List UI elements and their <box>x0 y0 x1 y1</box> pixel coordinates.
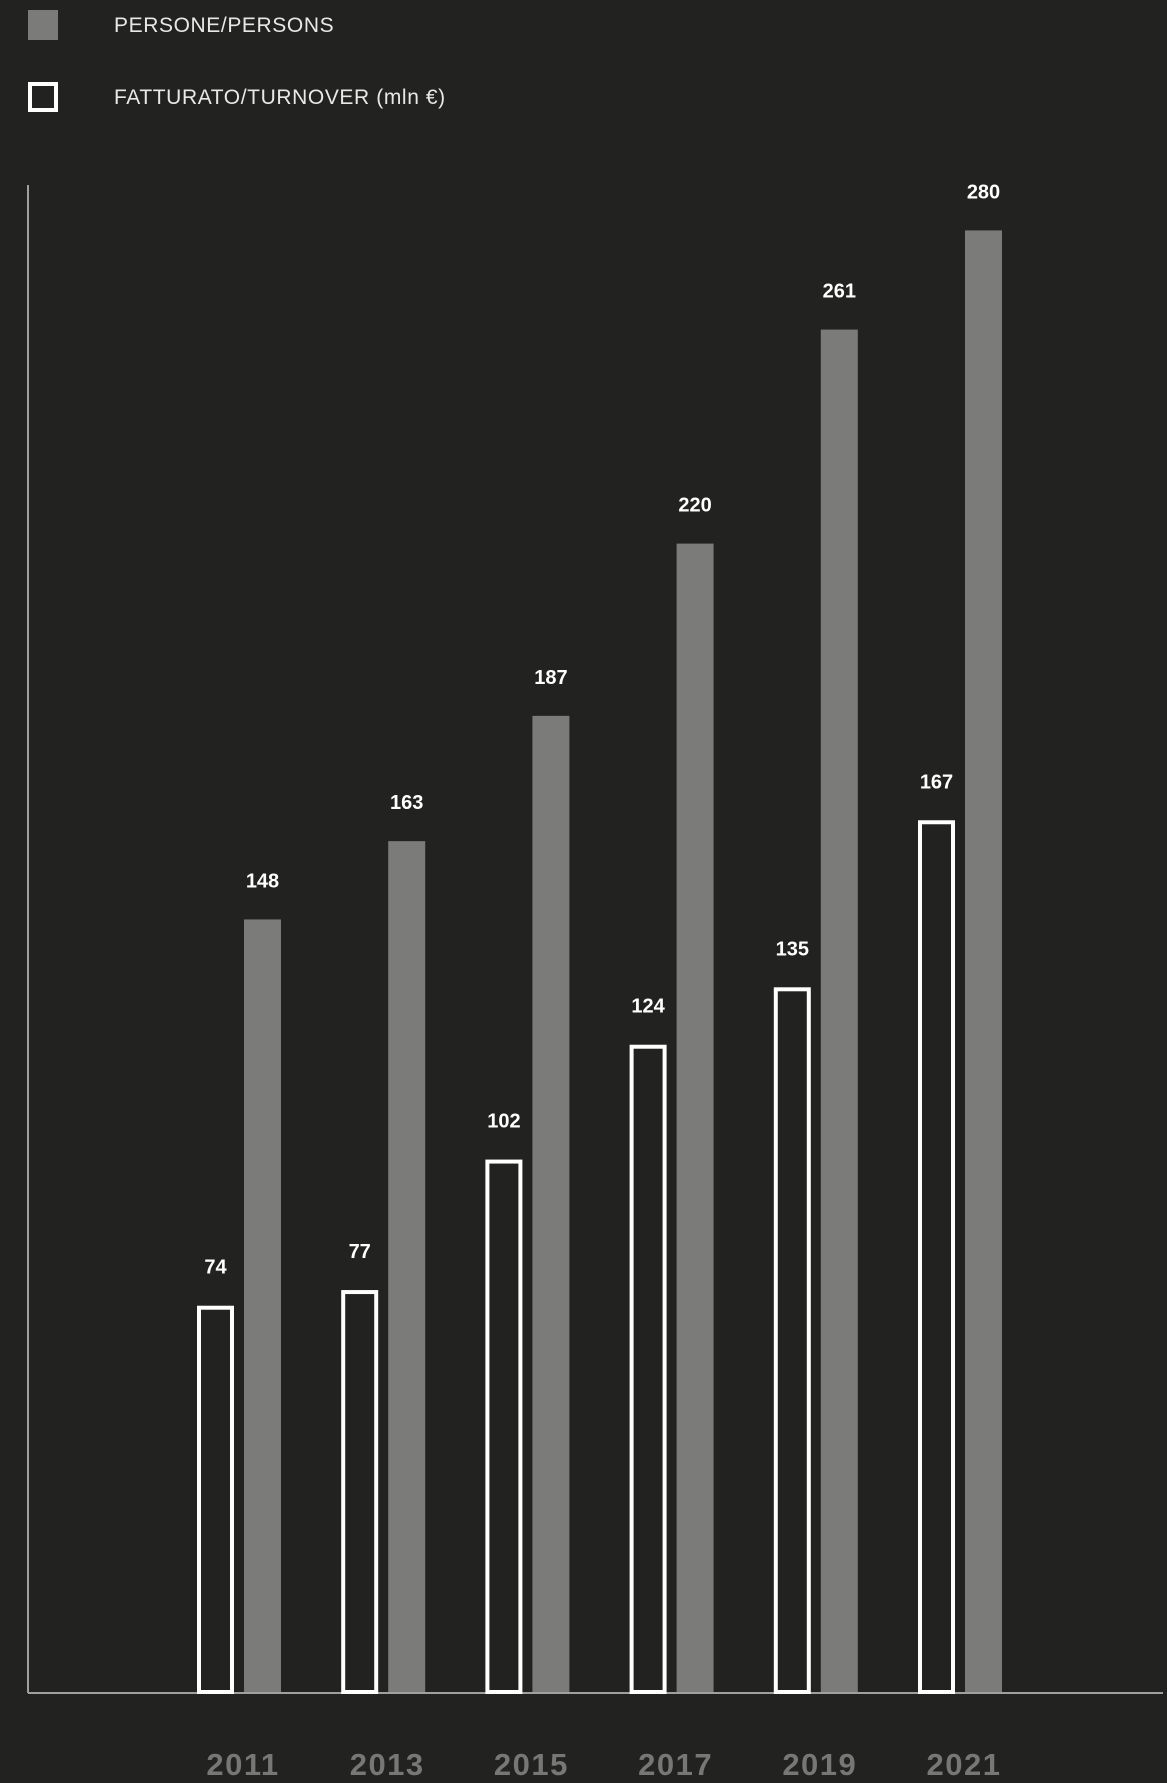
turnover-bar-2015 <box>485 1159 523 1695</box>
persons-bar-2013 <box>388 841 426 1692</box>
persons-value-label-2017: 220 <box>678 495 711 517</box>
x-tick-label-2013: 2013 <box>350 1747 425 1782</box>
turnover-value-label-2021: 167 <box>920 771 953 793</box>
persons-value-label-2015: 187 <box>534 667 567 689</box>
persons-value-label-2019: 261 <box>823 281 856 303</box>
persons-value-label-2021: 280 <box>967 181 1000 203</box>
x-tick-label-2011: 2011 <box>206 1747 279 1782</box>
legend: PERSONE/PERSONS FATTURATO/TURNOVER (mln … <box>0 0 700 130</box>
persons-bar-2017 <box>676 543 714 1692</box>
legend-label-persons: PERSONE/PERSONS <box>114 14 335 37</box>
turnover-value-label-2019: 135 <box>776 938 809 960</box>
x-tick-label-2017: 2017 <box>638 1747 713 1782</box>
persons-swatch-icon <box>28 10 58 40</box>
persons-bar-2015 <box>532 715 570 1692</box>
turnover-value-label-2013: 77 <box>349 1241 371 1263</box>
turnover-swatch-icon <box>28 82 58 112</box>
persons-bar-2019 <box>820 329 858 1693</box>
chart-bars <box>197 230 1002 1695</box>
turnover-bar-2011 <box>197 1305 234 1694</box>
turnover-bar-2013 <box>341 1290 379 1695</box>
persons-bar-2011 <box>244 919 281 1692</box>
x-tick-label-2015: 2015 <box>494 1747 569 1782</box>
turnover-bar-2021 <box>918 820 955 1694</box>
turnover-value-label-2017: 124 <box>631 996 665 1018</box>
persons-value-label-2011: 148 <box>246 870 279 892</box>
chart-labels: 74 148 2011 77 163 2013 102 187 2015 124 220 2017 13… <box>204 181 1002 1782</box>
persons-bar-2021 <box>965 230 1002 1692</box>
turnover-value-label-2015: 102 <box>487 1111 520 1133</box>
persons-value-label-2013: 163 <box>390 792 423 814</box>
x-tick-label-2019: 2019 <box>782 1747 857 1782</box>
turnover-bar-2019 <box>773 987 811 1694</box>
turnover-value-label-2011: 74 <box>204 1257 227 1279</box>
x-tick-label-2021: 2021 <box>927 1747 1002 1782</box>
turnover-bar-2017 <box>629 1044 667 1694</box>
legend-label-turnover: FATTURATO/TURNOVER (mln €) <box>114 86 446 109</box>
